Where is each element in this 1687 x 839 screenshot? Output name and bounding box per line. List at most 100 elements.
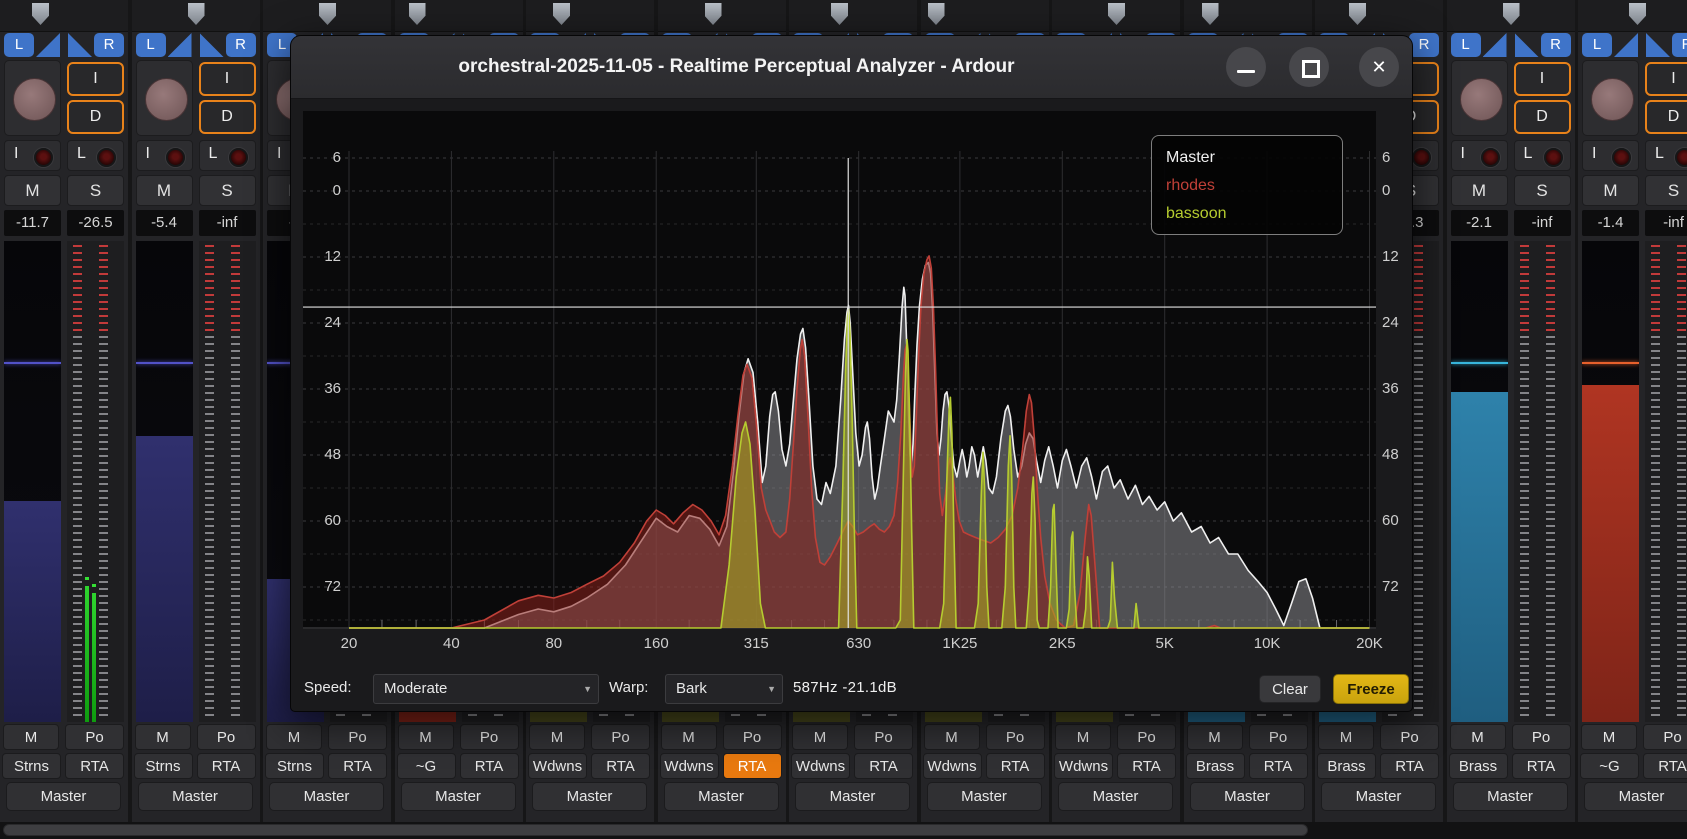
track-name-button[interactable]: Wdwns (922, 753, 982, 779)
trim-knob[interactable] (135, 60, 193, 136)
mute-button[interactable]: M (4, 175, 61, 206)
rta-button[interactable]: RTA (1117, 753, 1176, 779)
trim-knob[interactable] (1450, 60, 1508, 136)
lock-cell[interactable]: L (1645, 140, 1687, 171)
master-output-button[interactable]: Master (532, 782, 647, 811)
input-monitor-cell[interactable]: I (4, 140, 61, 171)
post-fader-button[interactable]: Po (854, 724, 913, 750)
track-name-button[interactable]: Brass (1317, 753, 1376, 779)
pan-control[interactable] (1578, 0, 1687, 32)
pan-marker-icon[interactable] (704, 3, 722, 25)
mute-button[interactable]: M (135, 175, 193, 206)
post-fader-button[interactable]: Po (1511, 724, 1571, 750)
solo-button[interactable]: S (198, 175, 256, 206)
pan-marker-icon[interactable] (1629, 3, 1646, 25)
rta-button[interactable]: RTA (854, 753, 913, 779)
pan-control[interactable] (394, 0, 523, 32)
scrollbar-thumb[interactable] (3, 824, 1308, 836)
warp-dropdown[interactable]: Bark ▼ (665, 674, 783, 704)
right-channel-button[interactable]: R (1409, 33, 1439, 57)
meter-point-button[interactable]: M (1318, 724, 1374, 750)
meter-point-button[interactable]: M (3, 724, 59, 750)
meter-point-button[interactable]: M (134, 724, 191, 750)
pan-control[interactable] (1446, 0, 1575, 32)
pan-control[interactable] (526, 0, 654, 32)
meter-point-button[interactable]: M (1581, 724, 1637, 750)
rta-button[interactable]: RTA (1248, 753, 1308, 779)
solo-button[interactable]: S (67, 175, 124, 206)
fader[interactable] (135, 241, 193, 722)
pan-control[interactable] (131, 0, 260, 32)
track-name-button[interactable]: Wdwns (528, 753, 587, 779)
horizontal-scrollbar[interactable] (0, 822, 1687, 839)
rta-button[interactable]: RTA (985, 753, 1045, 779)
trim-knob[interactable] (4, 60, 61, 136)
pan-marker-icon[interactable] (319, 3, 336, 25)
disk-button[interactable]: D (1645, 100, 1687, 134)
pan-control[interactable] (1052, 0, 1180, 32)
pan-control[interactable] (263, 0, 391, 32)
post-fader-button[interactable]: Po (459, 724, 519, 750)
pan-marker-icon[interactable] (408, 3, 426, 25)
disk-button[interactable]: D (198, 100, 256, 134)
post-fader-button[interactable]: Po (1643, 724, 1687, 750)
master-output-button[interactable]: Master (137, 782, 253, 811)
post-fader-button[interactable]: Po (1117, 724, 1176, 750)
pan-marker-icon[interactable] (553, 3, 570, 25)
disk-button[interactable]: D (67, 100, 124, 134)
meter-point-button[interactable]: M (266, 724, 322, 750)
lock-cell[interactable]: L (1513, 140, 1571, 171)
pan-control[interactable] (1315, 0, 1443, 32)
meter-point-button[interactable]: M (1449, 724, 1506, 750)
post-fader-button[interactable]: Po (196, 724, 256, 750)
left-channel-button[interactable]: L (1582, 33, 1612, 57)
trim-knob[interactable] (1582, 60, 1639, 136)
fader[interactable] (1582, 241, 1639, 722)
track-name-button[interactable]: ~G (1580, 753, 1639, 779)
right-channel-button[interactable]: R (1540, 33, 1571, 57)
pan-control[interactable] (657, 0, 786, 32)
rta-button[interactable]: RTA (328, 753, 387, 779)
master-output-button[interactable]: Master (795, 782, 910, 811)
post-fader-button[interactable]: Po (1380, 724, 1439, 750)
close-button[interactable]: ✕ (1359, 47, 1399, 87)
track-name-button[interactable]: Strns (265, 753, 324, 779)
speed-dropdown[interactable]: Moderate ▼ (373, 674, 599, 704)
rta-button[interactable]: RTA (591, 753, 650, 779)
post-fader-button[interactable]: Po (1248, 724, 1308, 750)
meter-point-button[interactable]: M (660, 724, 717, 750)
input-button[interactable]: I (198, 62, 256, 96)
rta-button[interactable]: RTA (459, 753, 519, 779)
pan-marker-icon[interactable] (1108, 3, 1125, 25)
master-output-button[interactable]: Master (400, 782, 516, 811)
left-channel-button[interactable]: L (4, 33, 34, 57)
meter-point-button[interactable]: M (1055, 724, 1111, 750)
post-fader-button[interactable]: Po (65, 724, 124, 750)
master-output-button[interactable]: Master (926, 782, 1042, 811)
track-name-button[interactable]: Brass (1185, 753, 1245, 779)
rta-button[interactable]: RTA (1511, 753, 1571, 779)
maximize-button[interactable] (1289, 47, 1329, 87)
mute-button[interactable]: M (1582, 175, 1639, 206)
minimize-button[interactable] (1226, 47, 1266, 87)
fader[interactable] (4, 241, 61, 722)
track-name-button[interactable]: Wdwns (1054, 753, 1113, 779)
lock-cell[interactable]: L (198, 140, 256, 171)
freeze-button[interactable]: Freeze (1333, 674, 1409, 704)
pan-marker-icon[interactable] (831, 3, 848, 25)
track-name-button[interactable]: ~G (396, 753, 456, 779)
post-fader-button[interactable]: Po (328, 724, 387, 750)
master-output-button[interactable]: Master (269, 782, 384, 811)
left-channel-button[interactable]: L (135, 33, 166, 57)
pan-control[interactable] (1183, 0, 1312, 32)
meter-point-button[interactable]: M (529, 724, 585, 750)
meter-point-button[interactable]: M (792, 724, 848, 750)
rta-button[interactable]: RTA (1643, 753, 1687, 779)
input-monitor-cell[interactable]: I (1582, 140, 1639, 171)
pan-marker-icon[interactable] (1201, 3, 1219, 25)
right-channel-button[interactable]: R (1672, 33, 1687, 57)
input-monitor-cell[interactable]: I (1450, 140, 1508, 171)
rta-button[interactable]: RTA (196, 753, 256, 779)
master-output-button[interactable]: Master (1584, 782, 1687, 811)
track-name-button[interactable]: Wdwns (791, 753, 850, 779)
